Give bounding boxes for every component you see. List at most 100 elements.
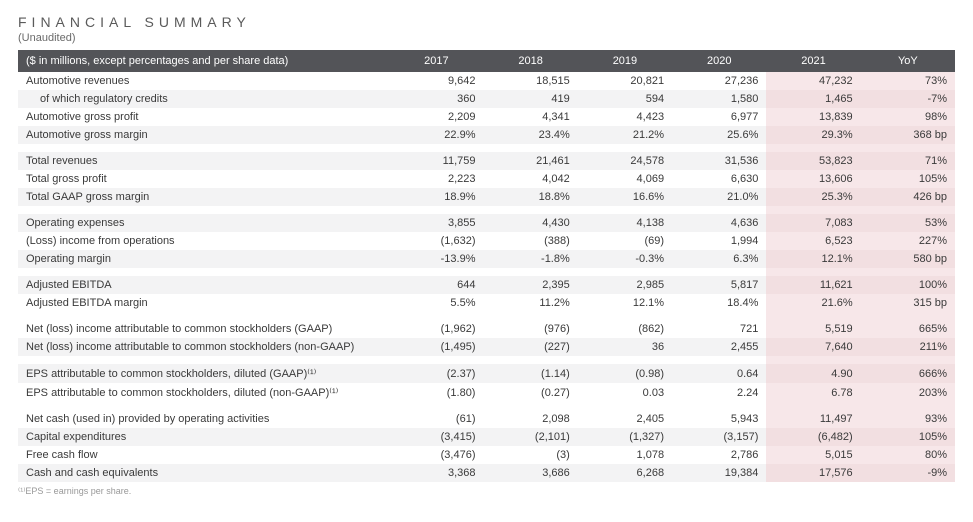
cell-value: 419 [483,90,577,108]
footnote: ⁽¹⁾EPS = earnings per share. [18,486,955,497]
cell-value: 13,606 [766,170,860,188]
row-label: Automotive revenues [18,72,389,90]
cell-value: 594 [578,90,672,108]
cell-value: 11,497 [766,410,860,428]
table-row: Total GAAP gross margin18.9%18.8%16.6%21… [18,188,955,206]
table-row: Automotive revenues9,64218,51520,82127,2… [18,72,955,90]
cell-value: 227% [861,232,955,250]
cell-value: 18.4% [672,294,766,312]
cell-value: 5,519 [766,320,860,338]
spacer-row [18,402,955,410]
row-label: Free cash flow [18,446,389,464]
cell-value: 2.24 [672,383,766,402]
cell-value: 53,823 [766,152,860,170]
cell-value: (976) [483,320,577,338]
cell-value: 71% [861,152,955,170]
cell-value: 1,994 [672,232,766,250]
cell-value: 6,630 [672,170,766,188]
cell-value: 2,223 [389,170,483,188]
cell-value: 9,642 [389,72,483,90]
cell-value: 7,640 [766,338,860,356]
cell-value: 3,368 [389,464,483,482]
row-label: Cash and cash equivalents [18,464,389,482]
cell-value: 666% [861,364,955,383]
table-row: Total revenues11,75921,46124,57831,53653… [18,152,955,170]
cell-value: 25.6% [672,126,766,144]
cell-value: (1.14) [483,364,577,383]
cell-value: 17,576 [766,464,860,482]
cell-value: -0.3% [578,250,672,268]
cell-value: 105% [861,170,955,188]
cell-value: 12.1% [766,250,860,268]
cell-value: -1.8% [483,250,577,268]
row-label: Automotive gross profit [18,108,389,126]
cell-value: 315 bp [861,294,955,312]
cell-value: 93% [861,410,955,428]
row-label: of which regulatory credits [18,90,389,108]
cell-value: 1,078 [578,446,672,464]
cell-value: 105% [861,428,955,446]
table-row: EPS attributable to common stockholders,… [18,383,955,402]
cell-value: 21.0% [672,188,766,206]
cell-value: 21.2% [578,126,672,144]
cell-value: 18.9% [389,188,483,206]
row-label: EPS attributable to common stockholders,… [18,364,389,383]
table-row: (Loss) income from operations(1,632)(388… [18,232,955,250]
table-row: Capital expenditures(3,415)(2,101)(1,327… [18,428,955,446]
cell-value: 360 [389,90,483,108]
cell-value: 53% [861,214,955,232]
cell-value: 11.2% [483,294,577,312]
financial-summary-table: ($ in millions, except percentages and p… [18,50,955,482]
cell-value: 5.5% [389,294,483,312]
cell-value: 1,465 [766,90,860,108]
cell-value: 5,817 [672,276,766,294]
cell-value: 0.03 [578,383,672,402]
cell-value: 24,578 [578,152,672,170]
page-title: FINANCIAL SUMMARY [18,14,955,30]
cell-value: (2,101) [483,428,577,446]
cell-value: (1,962) [389,320,483,338]
row-label: Total revenues [18,152,389,170]
spacer-row [18,206,955,214]
cell-value: 3,686 [483,464,577,482]
cell-value: (3) [483,446,577,464]
cell-value: 665% [861,320,955,338]
cell-value: 4,423 [578,108,672,126]
cell-value: (1,632) [389,232,483,250]
page-subtitle: (Unaudited) [18,32,955,44]
cell-value: 2,209 [389,108,483,126]
table-row: Adjusted EBITDA margin5.5%11.2%12.1%18.4… [18,294,955,312]
cell-value: 4,430 [483,214,577,232]
cell-value: 31,536 [672,152,766,170]
row-label: Adjusted EBITDA [18,276,389,294]
row-label: Adjusted EBITDA margin [18,294,389,312]
spacer-row [18,312,955,320]
cell-value: 721 [672,320,766,338]
cell-value: 4.90 [766,364,860,383]
table-row: Net cash (used in) provided by operating… [18,410,955,428]
cell-value: 13,839 [766,108,860,126]
col-header: 2018 [483,50,577,72]
cell-value: 2,786 [672,446,766,464]
cell-value: 98% [861,108,955,126]
cell-value: 25.3% [766,188,860,206]
cell-value: -7% [861,90,955,108]
cell-value: 11,621 [766,276,860,294]
col-header: 2019 [578,50,672,72]
table-row: Adjusted EBITDA6442,3952,9855,81711,6211… [18,276,955,294]
cell-value: 6,523 [766,232,860,250]
cell-value: 4,636 [672,214,766,232]
row-label: Total gross profit [18,170,389,188]
cell-value: (3,157) [672,428,766,446]
col-header: 2017 [389,50,483,72]
cell-value: (1.80) [389,383,483,402]
spacer-row [18,356,955,364]
cell-value: 21,461 [483,152,577,170]
col-header: 2020 [672,50,766,72]
cell-value: (2.37) [389,364,483,383]
cell-value: 426 bp [861,188,955,206]
cell-value: 644 [389,276,483,294]
cell-value: -9% [861,464,955,482]
cell-value: 20,821 [578,72,672,90]
table-row: Operating margin-13.9%-1.8%-0.3%6.3%12.1… [18,250,955,268]
